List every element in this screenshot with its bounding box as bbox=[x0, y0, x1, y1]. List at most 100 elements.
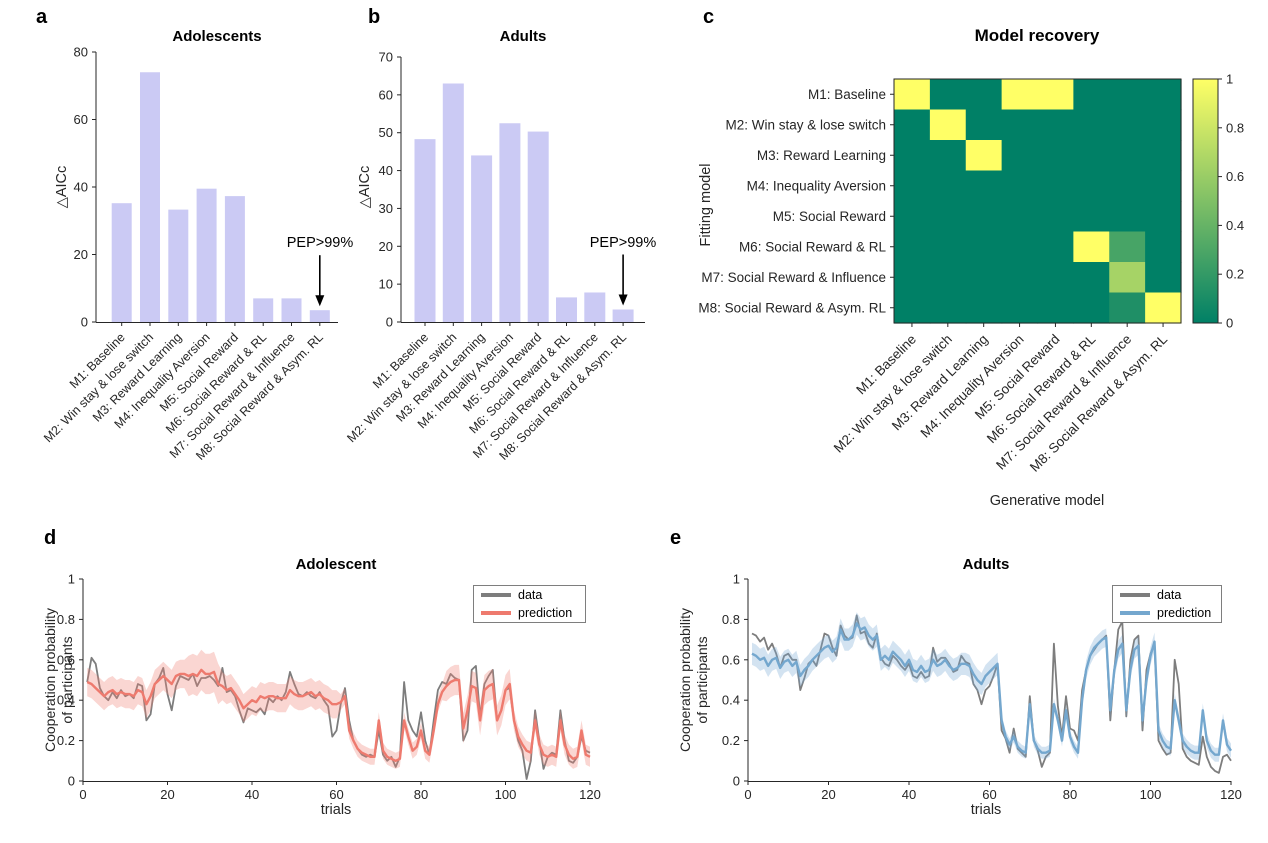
panel-c-ylabel: Fitting model bbox=[698, 163, 714, 247]
x-tick-label: 120 bbox=[579, 787, 601, 802]
heatmap-cell-r4-c4 bbox=[1001, 170, 1039, 202]
row-label: M5: Social Reward bbox=[773, 209, 886, 224]
legend-data-label: data bbox=[1157, 588, 1182, 602]
heatmap-cell-r1-c7 bbox=[1109, 79, 1146, 111]
row-label: M2: Win stay & lose switch bbox=[725, 117, 886, 132]
heatmap-cell-r5-c5 bbox=[1037, 201, 1074, 233]
heatmap-cell-r1-c8 bbox=[1145, 79, 1182, 111]
panel-c-title: Model recovery bbox=[974, 26, 1100, 45]
legend-row-data: data bbox=[1120, 588, 1214, 602]
y-tick-label: 80 bbox=[74, 45, 88, 60]
heatmap-cell-r8-c1 bbox=[894, 292, 931, 324]
x-tick-label: 40 bbox=[245, 787, 259, 802]
panel-e-letter: e bbox=[670, 527, 682, 549]
colorbar-tick-label: 0.6 bbox=[1226, 169, 1244, 184]
panel-a-ylabel: △AICc bbox=[54, 165, 70, 209]
row-label: M6: Social Reward & RL bbox=[739, 239, 887, 254]
panel-c-xlabel: Generative model bbox=[989, 493, 1105, 509]
y-tick-label: 0.6 bbox=[57, 652, 75, 667]
bar-M7 bbox=[281, 298, 302, 322]
legend-row-data: data bbox=[481, 588, 578, 602]
legend-row-prediction: prediction bbox=[481, 606, 578, 620]
panel-e-xlabel: trials bbox=[970, 802, 1002, 818]
y-tick-label: 20 bbox=[379, 239, 393, 254]
bar-M6 bbox=[556, 297, 577, 322]
bar-M3 bbox=[471, 155, 493, 322]
bar-M5 bbox=[527, 131, 549, 322]
heatmap-cell-r6-c7 bbox=[1109, 231, 1146, 263]
panel-b-title: Adults bbox=[499, 28, 547, 45]
heatmap-cell-r7-c4 bbox=[1001, 262, 1039, 294]
colorbar-tick-label: 0 bbox=[1226, 316, 1233, 331]
panel-b-ylabel: △AICc bbox=[357, 165, 373, 209]
y-tick-label: 60 bbox=[74, 112, 88, 127]
y-tick-label: 0.8 bbox=[722, 612, 740, 627]
heatmap-cell-r7-c1 bbox=[894, 262, 931, 294]
heatmap-cell-r8-c5 bbox=[1037, 292, 1074, 324]
y-tick-label: 0.6 bbox=[722, 652, 740, 667]
y-tick-label: 0 bbox=[81, 315, 88, 330]
heatmap-cell-r1-c2 bbox=[929, 79, 967, 111]
heatmap-cell-r1-c5 bbox=[1037, 79, 1074, 111]
heatmap-cell-r2-c4 bbox=[1001, 109, 1039, 141]
x-tick-label: 60 bbox=[982, 787, 996, 802]
x-tick-label: 0 bbox=[79, 787, 86, 802]
bar-M3 bbox=[168, 209, 189, 322]
y-tick-label: 40 bbox=[74, 180, 88, 195]
row-label: M3: Reward Learning bbox=[757, 148, 886, 163]
heatmap-cell-r6-c3 bbox=[965, 231, 1003, 263]
y-tick-label: 40 bbox=[379, 163, 393, 178]
bar-M1 bbox=[414, 139, 436, 322]
panel-d-ylabel: Cooperation probability of participants bbox=[42, 608, 75, 752]
bar-M2 bbox=[140, 72, 160, 322]
row-label: M8: Social Reward & Asym. RL bbox=[698, 300, 886, 315]
heatmap-cell-r7-c5 bbox=[1037, 262, 1074, 294]
heatmap-cell-r6-c2 bbox=[929, 231, 967, 263]
panel-e-ylabel: Cooperation probability of participants bbox=[677, 608, 710, 752]
heatmap-cell-r5-c2 bbox=[929, 201, 967, 233]
x-tick-label: 20 bbox=[160, 787, 174, 802]
heatmap-cell-r2-c2 bbox=[929, 109, 967, 141]
heatmap-cell-r5-c7 bbox=[1109, 201, 1146, 233]
prediction-line bbox=[751, 622, 1233, 756]
panel-e-title: Adults bbox=[962, 556, 1010, 573]
heatmap-cell-r4-c5 bbox=[1037, 170, 1074, 202]
x-tick-label: 120 bbox=[1220, 787, 1242, 802]
heatmap-cell-r6-c1 bbox=[894, 231, 931, 263]
bar-M4 bbox=[196, 188, 217, 322]
y-tick-label: 0.4 bbox=[722, 693, 740, 708]
y-tick-label: 1 bbox=[68, 572, 75, 587]
colorbar bbox=[1192, 78, 1219, 324]
heatmap-cell-r8-c6 bbox=[1073, 292, 1110, 324]
heatmap-cell-r4-c1 bbox=[894, 170, 931, 202]
heatmap-cell-r8-c3 bbox=[965, 292, 1003, 324]
legend-row-prediction: prediction bbox=[1120, 606, 1214, 620]
panel-b-letter: b bbox=[368, 6, 381, 28]
heatmap-cell-r3-c5 bbox=[1037, 140, 1074, 172]
heatmap-cell-r3-c4 bbox=[1001, 140, 1039, 172]
heatmap-cell-r1-c6 bbox=[1073, 79, 1110, 111]
panel-c-heatmap: M1: Baseline M2: Win stay & lose switch M3… bbox=[698, 72, 1244, 475]
bar-M8 bbox=[612, 309, 634, 322]
pep-arrow-head bbox=[618, 294, 628, 306]
heatmap-cell-r6-c6 bbox=[1073, 231, 1110, 263]
bar-M5 bbox=[224, 196, 245, 322]
colorbar-tick-label: 1 bbox=[1226, 72, 1233, 87]
heatmap-cell-r5-c8 bbox=[1145, 201, 1182, 233]
bar-M1 bbox=[111, 203, 132, 322]
legend-prediction-label: prediction bbox=[1157, 606, 1212, 620]
prediction-band bbox=[752, 612, 1231, 762]
y-tick-label: 70 bbox=[379, 50, 393, 65]
prediction-line-swatch bbox=[481, 611, 511, 615]
heatmap-cell-r8-c7 bbox=[1109, 292, 1146, 324]
panel-a-pep-annotation: PEP>99% bbox=[286, 235, 354, 251]
heatmap-cell-r7-c8 bbox=[1145, 262, 1182, 294]
heatmap-cell-r4-c2 bbox=[929, 170, 967, 202]
heatmap-cell-r4-c3 bbox=[965, 170, 1003, 202]
pep-arrow-head bbox=[315, 295, 325, 307]
heatmap-cell-r5-c6 bbox=[1073, 201, 1110, 233]
bar-M2 bbox=[442, 83, 464, 322]
y-tick-label: 60 bbox=[379, 87, 393, 102]
